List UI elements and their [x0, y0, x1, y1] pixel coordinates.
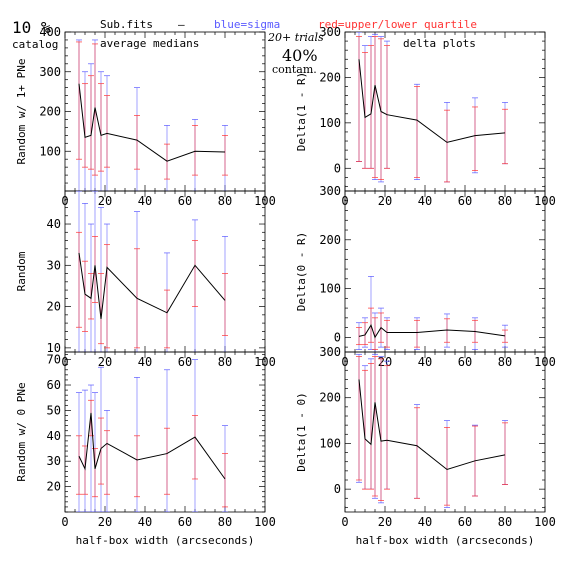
- y-axis-label: Random w/ 0 PNe: [15, 382, 28, 481]
- x-axis-label: half-box width (arcseconds): [76, 534, 255, 547]
- x-tick-label: 80: [498, 194, 512, 208]
- trials-label: 20+ trials: [268, 31, 324, 44]
- x-tick-label: 20: [98, 355, 112, 369]
- y-tick-label: 100: [319, 436, 341, 450]
- plot-content: [76, 39, 228, 191]
- y-axis-label: Delta(0 - R): [295, 232, 308, 311]
- y-tick-label: 200: [39, 105, 61, 119]
- y-axis-label: Random w/ 1+ PNe: [15, 59, 28, 165]
- x-tick-label: 80: [218, 515, 232, 529]
- y-tick-label: 300: [319, 25, 341, 39]
- y-tick-label: 30: [47, 258, 61, 272]
- plot-content: [356, 276, 508, 352]
- x-tick-label: 20: [378, 515, 392, 529]
- x-tick-label: 40: [418, 194, 432, 208]
- contam-percent-label: 40%: [282, 46, 318, 65]
- x-axis-label: half-box width (arcseconds): [356, 534, 535, 547]
- x-tick-label: 80: [498, 355, 512, 369]
- y-axis-label: Random: [15, 251, 28, 291]
- plot-content: [356, 32, 508, 183]
- median-line: [358, 379, 506, 471]
- plot-content: [356, 353, 508, 508]
- x-tick-label: 60: [458, 515, 472, 529]
- y-tick-label: 100: [39, 144, 61, 158]
- contamination-label: 10 %: [12, 18, 51, 37]
- x-tick-label: 20: [98, 194, 112, 208]
- plot-content: [76, 359, 228, 512]
- y-tick-label: 100: [319, 282, 341, 296]
- median-line: [78, 412, 226, 480]
- y-tick-label: 200: [319, 233, 341, 247]
- x-tick-label: 60: [458, 355, 472, 369]
- median-line: [78, 252, 226, 320]
- x-tick-label: 60: [178, 194, 192, 208]
- x-tick-label: 40: [418, 355, 432, 369]
- medians-label: average medians: [100, 37, 200, 50]
- median-line: [358, 323, 506, 339]
- y-axis-label: Delta(1 - R): [295, 72, 308, 151]
- y-tick-label: 100: [319, 116, 341, 130]
- x-tick-label: 20: [98, 515, 112, 529]
- plot-content: [76, 191, 228, 352]
- x-tick-label: 40: [138, 515, 152, 529]
- y-tick-label: 70: [47, 353, 61, 367]
- y-tick-label: 40: [47, 429, 61, 443]
- y-tick-label: 40: [47, 217, 61, 231]
- x-tick-label: 60: [178, 515, 192, 529]
- x-tick-label: 0: [61, 515, 68, 529]
- y-tick-label: 20: [47, 480, 61, 494]
- x-tick-label: 40: [138, 194, 152, 208]
- median-line: [358, 59, 506, 143]
- x-tick-label: 20: [378, 194, 392, 208]
- x-tick-label: 80: [218, 194, 232, 208]
- y-axis-label: Delta(1 - 0): [295, 392, 308, 471]
- y-tick-label: 20: [47, 300, 61, 314]
- x-tick-label: 0: [341, 515, 348, 529]
- delta-plots-label: delta plots: [403, 37, 476, 50]
- subfits-label: Sub.fits: [100, 18, 153, 31]
- y-tick-label: 200: [319, 70, 341, 84]
- quartile-legend: red=upper/lower quartile: [318, 18, 477, 31]
- x-tick-label: 40: [418, 515, 432, 529]
- y-tick-label: 0: [334, 482, 341, 496]
- sigma-legend: blue=sigma: [214, 18, 281, 31]
- x-tick-label: 80: [218, 355, 232, 369]
- y-tick-label: 0: [334, 330, 341, 344]
- x-tick-label: 100: [254, 515, 276, 529]
- x-tick-label: 100: [534, 515, 556, 529]
- y-tick-label: 300: [319, 345, 341, 359]
- y-tick-label: 60: [47, 378, 61, 392]
- y-tick-label: 300: [39, 65, 61, 79]
- x-tick-label: 60: [458, 194, 472, 208]
- y-tick-label: 300: [319, 184, 341, 198]
- contam-label: contam.: [272, 63, 317, 76]
- median-line: [78, 83, 226, 162]
- x-tick-label: 80: [498, 515, 512, 529]
- panel-p5: 0 20 40 60 80 100 20 30 40 50 60 70 Random w/ 0 PNe h…: [15, 351, 276, 547]
- y-tick-label: 0: [334, 161, 341, 175]
- line-legend-dash: —: [178, 18, 185, 31]
- y-tick-label: 200: [319, 391, 341, 405]
- x-tick-label: 40: [138, 355, 152, 369]
- catalog-label: catalog: [12, 38, 59, 51]
- y-tick-label: 400: [39, 25, 61, 39]
- panel-p6: 0 20 40 60 80 100 0 100 200 300 Delta(1 - 0) half-b…: [295, 345, 556, 547]
- x-tick-label: 60: [178, 355, 192, 369]
- y-tick-label: 30: [47, 454, 61, 468]
- y-tick-label: 50: [47, 403, 61, 417]
- y-tick-label: 10: [47, 341, 61, 355]
